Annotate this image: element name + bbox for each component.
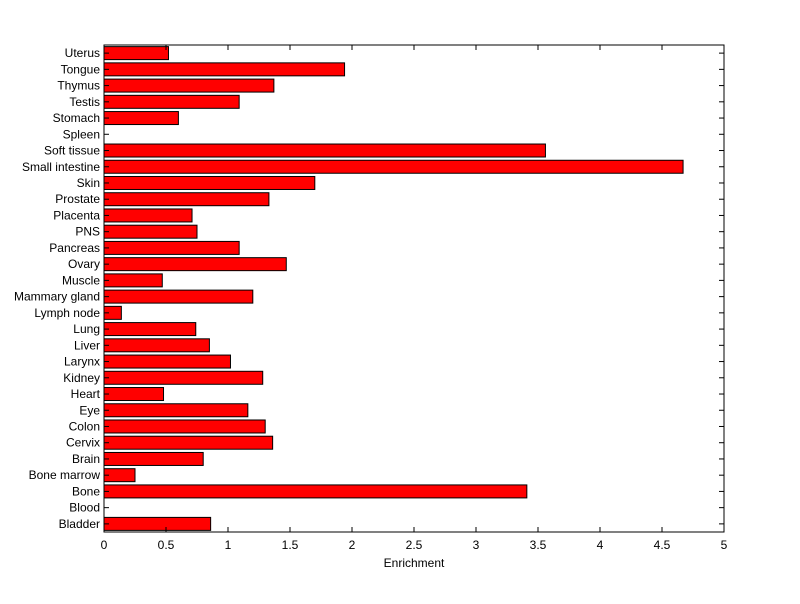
- x-tick-label: 2: [349, 538, 356, 552]
- y-tick-label: PNS: [75, 225, 100, 239]
- x-tick-label: 1.5: [282, 538, 299, 552]
- bar-stomach: [103, 111, 179, 126]
- y-tick-label: Skin: [77, 176, 100, 190]
- y-tick-label: Bladder: [59, 517, 100, 531]
- y-tick-label: Stomach: [53, 111, 100, 125]
- y-tick-label: Bone: [72, 484, 100, 498]
- bar-bladder: [103, 516, 212, 531]
- y-tick-label: Soft tissue: [44, 144, 100, 158]
- y-tick-label: Thymus: [57, 79, 100, 93]
- y-tick-label: Kidney: [63, 371, 100, 385]
- bar-lung: [103, 322, 197, 337]
- y-tick-label: Spleen: [63, 127, 100, 141]
- y-tick-label: Colon: [69, 419, 100, 433]
- x-axis-label: Enrichment: [384, 556, 445, 570]
- y-tick-label: Ovary: [68, 257, 100, 271]
- bar-uterus: [103, 46, 169, 61]
- bar-colon: [103, 419, 266, 434]
- y-tick-label: Cervix: [66, 436, 100, 450]
- bar-prostate: [103, 192, 270, 207]
- y-tick-label: Prostate: [55, 192, 100, 206]
- bar-small-intestine: [103, 159, 684, 174]
- bar-tongue: [103, 62, 346, 77]
- bar-larynx: [103, 354, 231, 369]
- bars-group: [103, 46, 684, 531]
- x-tick-label: 4: [597, 538, 604, 552]
- bar-skin: [103, 175, 316, 190]
- bar-thymus: [103, 78, 275, 93]
- y-tick-label: Testis: [69, 95, 100, 109]
- y-tick-label: Pancreas: [49, 241, 100, 255]
- y-tick-label: Lung: [73, 322, 100, 336]
- x-tick-label: 0.5: [158, 538, 175, 552]
- y-tick-label: Tongue: [61, 62, 101, 76]
- x-tick-label: 3: [473, 538, 480, 552]
- y-tick-label: Bone marrow: [29, 468, 101, 482]
- y-tick-label: Brain: [72, 452, 100, 466]
- x-tick-label: 5: [721, 538, 728, 552]
- bar-ovary: [103, 257, 287, 272]
- bar-testis: [103, 94, 240, 109]
- y-tick-label: Muscle: [62, 273, 100, 287]
- y-tick-label: Eye: [79, 403, 100, 417]
- bar-pns: [103, 224, 198, 239]
- bar-liver: [103, 338, 210, 353]
- bar-heart: [103, 387, 165, 402]
- bar-mammary-gland: [103, 289, 254, 304]
- y-tick-label: Placenta: [53, 208, 100, 222]
- bar-bone: [103, 484, 528, 499]
- y-tick-label: Liver: [74, 338, 100, 352]
- bar-eye: [103, 403, 249, 418]
- y-tick-label: Heart: [71, 387, 101, 401]
- y-tick-label: Uterus: [65, 46, 100, 60]
- y-tick-label: Small intestine: [22, 160, 100, 174]
- y-tick-label: Larynx: [64, 355, 100, 369]
- y-tick-label: Mammary gland: [14, 290, 100, 304]
- bar-soft-tissue: [103, 143, 546, 158]
- x-tick-label: 4.5: [654, 538, 671, 552]
- bar-kidney: [103, 370, 264, 385]
- x-tick-label: 1: [225, 538, 232, 552]
- y-tick-label: Lymph node: [34, 306, 100, 320]
- bar-placenta: [103, 208, 193, 223]
- x-ticks-group: 0 0.5 1 1.5 2 2.5 3 3.5 4 4.5 5: [101, 45, 728, 552]
- x-tick-label: 3.5: [530, 538, 547, 552]
- bar-muscle: [103, 273, 163, 288]
- x-tick-label: 2.5: [406, 538, 423, 552]
- bar-cervix: [103, 435, 274, 450]
- bar-pancreas: [103, 240, 240, 255]
- y-ticks-group: Bladder Blood Bone Bone marrow Brain Cervix Co…: [14, 46, 724, 531]
- y-tick-label: Blood: [69, 501, 100, 515]
- x-tick-label: 0: [101, 538, 108, 552]
- bar-brain: [103, 451, 204, 466]
